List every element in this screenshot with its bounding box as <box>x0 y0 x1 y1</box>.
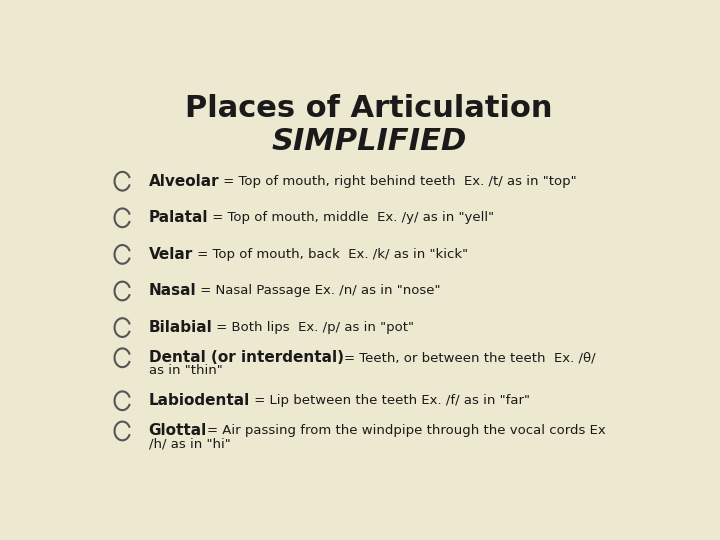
Text: Dental (or interdental): Dental (or interdental) <box>148 350 343 365</box>
Text: = Air passing from the windpipe through the vocal cords Ex: = Air passing from the windpipe through … <box>207 424 606 437</box>
Text: Velar: Velar <box>148 247 193 262</box>
Text: Nasal: Nasal <box>148 284 197 299</box>
Text: /h/ as in "hi": /h/ as in "hi" <box>148 437 230 450</box>
Text: = Top of mouth, back  Ex. /k/ as in "kick": = Top of mouth, back Ex. /k/ as in "kick… <box>193 248 468 261</box>
Text: Palatal: Palatal <box>148 210 208 225</box>
Text: as in "thin": as in "thin" <box>148 364 222 377</box>
Text: = Nasal Passage Ex. /n/ as in "nose": = Nasal Passage Ex. /n/ as in "nose" <box>197 285 441 298</box>
Text: = Both lips  Ex. /p/ as in "pot": = Both lips Ex. /p/ as in "pot" <box>212 321 414 334</box>
Text: Places of Articulation: Places of Articulation <box>185 94 553 123</box>
Text: SIMPLIFIED: SIMPLIFIED <box>271 127 467 156</box>
Text: Alveolar: Alveolar <box>148 174 219 188</box>
Text: = Lip between the teeth Ex. /f/ as in "far": = Lip between the teeth Ex. /f/ as in "f… <box>250 394 530 407</box>
Text: Labiodental: Labiodental <box>148 393 250 408</box>
Text: = Top of mouth, right behind teeth  Ex. /t/ as in "top": = Top of mouth, right behind teeth Ex. /… <box>219 175 577 188</box>
Text: Bilabial: Bilabial <box>148 320 212 335</box>
Text: Glottal: Glottal <box>148 423 207 438</box>
Text: = Top of mouth, middle  Ex. /y/ as in "yell": = Top of mouth, middle Ex. /y/ as in "ye… <box>208 211 494 224</box>
Text: = Teeth, or between the teeth  Ex. /θ/: = Teeth, or between the teeth Ex. /θ/ <box>343 352 595 365</box>
